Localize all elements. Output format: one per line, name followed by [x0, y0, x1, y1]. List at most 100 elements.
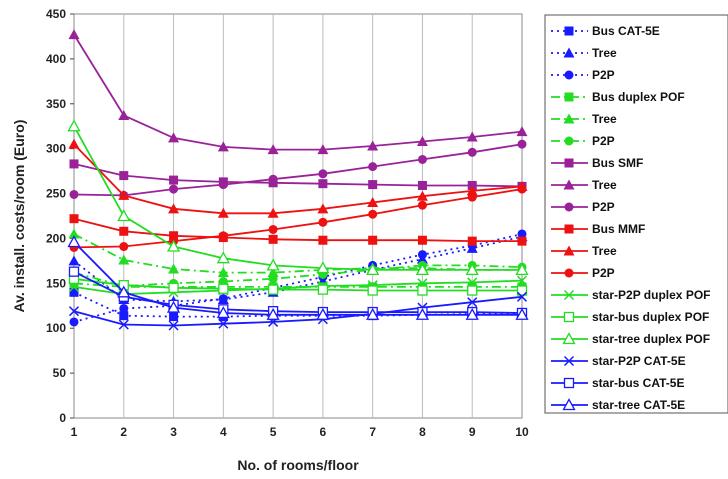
series-line — [73, 235, 523, 303]
legend-item: Bus SMF — [551, 156, 643, 170]
legend-item: star-P2P duplex POF — [551, 288, 710, 302]
data-point — [119, 226, 129, 236]
data-point — [218, 318, 229, 329]
series-line — [73, 264, 523, 287]
legend-label: Tree — [592, 46, 617, 60]
data-point — [415, 263, 430, 276]
data-point — [169, 175, 179, 185]
data-point — [515, 263, 529, 276]
legend-label: star-P2P CAT-5E — [592, 354, 686, 368]
data-point — [467, 285, 478, 296]
data-point — [516, 291, 528, 302]
data-point — [466, 131, 478, 142]
series-line — [73, 188, 523, 249]
legend-item: Tree — [551, 46, 617, 60]
legend-marker — [564, 136, 574, 146]
legend-item: star-P2P CAT-5E — [551, 354, 686, 368]
series-group — [67, 29, 529, 331]
data-point — [318, 217, 328, 227]
legend-item: Tree — [551, 112, 617, 126]
data-point — [317, 144, 329, 155]
data-point — [415, 307, 430, 320]
series-line — [73, 217, 522, 242]
legend-label: Bus MMF — [592, 222, 645, 236]
data-point — [467, 147, 477, 157]
data-point — [466, 185, 478, 196]
data-point — [119, 311, 129, 321]
data-point — [517, 236, 527, 246]
series-14 — [68, 273, 528, 296]
legend-item: star-bus CAT-5E — [551, 376, 684, 390]
legend-marker — [564, 202, 574, 212]
data-point — [166, 300, 181, 313]
legend-marker — [563, 47, 575, 58]
data-point — [318, 235, 328, 245]
legend-marker — [563, 113, 575, 124]
data-point — [69, 159, 79, 169]
series-line — [73, 295, 523, 327]
legend-label: star-bus duplex POF — [592, 310, 709, 324]
legend-marker — [563, 377, 575, 389]
data-point — [168, 263, 180, 274]
y-tick-label: 400 — [46, 52, 66, 66]
data-point — [68, 255, 80, 266]
x-tick-label: 4 — [220, 425, 227, 439]
data-point — [117, 209, 131, 222]
data-point — [417, 250, 427, 260]
y-tick-label: 50 — [53, 366, 67, 380]
data-point — [217, 207, 229, 218]
y-tick-label: 150 — [46, 276, 66, 290]
legend-item: P2P — [551, 68, 615, 82]
series-11 — [68, 138, 528, 218]
data-point — [68, 29, 80, 40]
series-line — [73, 233, 523, 323]
series-line — [73, 241, 522, 316]
series-16 — [68, 291, 528, 331]
data-point — [169, 231, 179, 241]
y-tick-label: 350 — [46, 97, 66, 111]
legend-marker — [564, 70, 574, 80]
legend-label: star-bus CAT-5E — [592, 376, 684, 390]
data-point — [367, 197, 379, 208]
x-tick-label: 2 — [120, 425, 127, 439]
data-point — [467, 236, 477, 246]
legend-label: star-tree duplex POF — [592, 332, 710, 346]
data-point — [119, 171, 129, 181]
x-axis-label: No. of rooms/floor — [237, 457, 359, 473]
legend-marker — [564, 158, 574, 168]
data-point — [317, 284, 329, 295]
series-9 — [69, 139, 527, 200]
data-point — [117, 285, 131, 298]
legend-box — [544, 14, 728, 414]
data-point — [166, 239, 181, 252]
data-point — [465, 307, 479, 320]
data-point — [118, 189, 130, 200]
data-point — [517, 139, 527, 149]
data-point — [218, 231, 228, 241]
legend-label: Bus CAT-5E — [592, 24, 660, 38]
data-point — [68, 228, 80, 239]
legend: Bus CAT-5E Tree P2P Bus duplex POF Tree P2P Bu… — [551, 24, 710, 412]
data-point — [218, 283, 229, 294]
y-tick-label: 300 — [46, 142, 66, 156]
data-point — [416, 135, 428, 146]
legend-item: Tree — [551, 244, 617, 258]
legend-label: Tree — [592, 244, 617, 258]
legend-label: Bus duplex POF — [592, 90, 685, 104]
legend-marker — [564, 268, 574, 278]
legend-label: Tree — [592, 178, 617, 192]
plot-area — [73, 13, 523, 419]
legend-item: star-bus duplex POF — [551, 310, 709, 324]
series-line — [73, 143, 523, 197]
data-point — [168, 203, 180, 214]
y-tick-label: 250 — [46, 187, 66, 201]
data-point — [416, 190, 428, 201]
data-point — [119, 242, 129, 252]
y-tick-label: 0 — [59, 411, 66, 425]
y-tick-label: 450 — [46, 7, 66, 21]
legend-item: star-tree CAT-5E — [551, 398, 685, 412]
data-point — [69, 214, 79, 224]
data-point — [366, 307, 380, 320]
legend-item: P2P — [551, 266, 615, 280]
data-point — [168, 282, 179, 293]
